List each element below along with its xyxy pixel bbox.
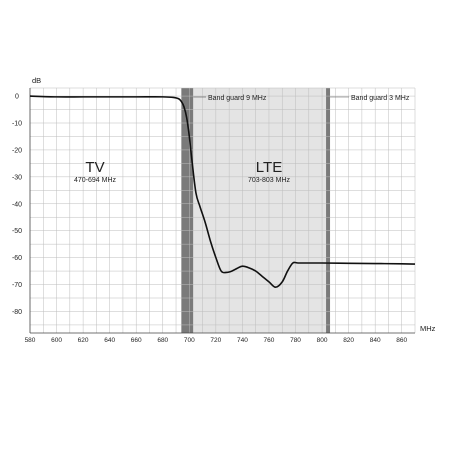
x-tick-label: 620 <box>78 337 89 344</box>
x-tick-label: 580 <box>25 337 36 344</box>
y-tick-label: -80 <box>12 309 22 316</box>
band-region-0 <box>181 88 194 333</box>
tv-band-range: 470-694 MHz <box>74 177 117 184</box>
x-tick-label: 700 <box>184 337 195 344</box>
band-guard-3-label: Band guard 3 MHz <box>351 95 410 102</box>
band-regions <box>181 88 331 333</box>
x-tick-label: 760 <box>264 337 275 344</box>
band-guard-9-label: Band guard 9 MHz <box>208 95 267 102</box>
y-axis-unit-label: dB <box>32 76 41 85</box>
x-tick-label: 820 <box>343 337 354 344</box>
axes <box>29 88 415 334</box>
band-region-1 <box>193 88 327 333</box>
grid-lines <box>30 87 416 333</box>
x-tick-label: 840 <box>370 337 381 344</box>
y-tick-label: -70 <box>12 282 22 289</box>
band-region-2 <box>326 88 331 333</box>
response-curve <box>29 95 416 289</box>
x-axis-unit-label: MHz <box>420 324 436 333</box>
tick-labels: 580 600 620 640 660 680 700 720 740 760 780 800 820 8… <box>12 94 408 344</box>
x-tick-label: 800 <box>317 337 328 344</box>
y-tick-label: -40 <box>12 201 22 208</box>
tv-band-title: TV <box>85 159 104 176</box>
lte-band-range: 703-803 MHz <box>248 177 291 184</box>
x-tick-label: 860 <box>396 337 407 344</box>
y-tick-label: -50 <box>12 228 22 235</box>
x-tick-label: 720 <box>210 337 221 344</box>
x-tick-label: 660 <box>131 337 142 344</box>
x-tick-label: 780 <box>290 337 301 344</box>
x-tick-label: 740 <box>237 337 248 344</box>
y-tick-label: -30 <box>12 174 22 181</box>
x-tick-label: 640 <box>104 337 115 344</box>
series-line-0 <box>29 95 416 289</box>
x-tick-label: 680 <box>157 337 168 344</box>
y-tick-label: 0 <box>15 94 19 101</box>
y-tick-label: -10 <box>12 121 22 128</box>
lte-band-title: LTE <box>256 159 282 176</box>
y-tick-label: -20 <box>12 147 22 154</box>
y-tick-label: -60 <box>12 255 22 262</box>
x-tick-label: 600 <box>51 337 62 344</box>
